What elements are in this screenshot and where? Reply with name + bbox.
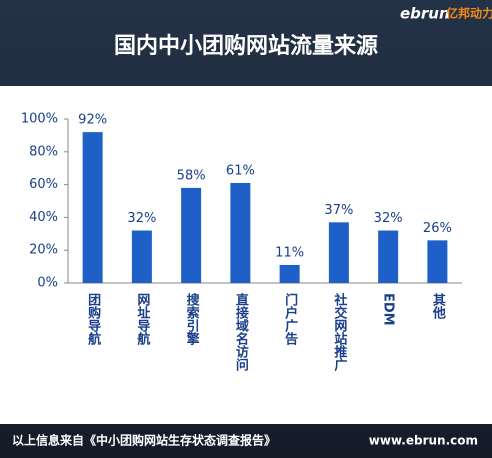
y-tick-label: 0%	[37, 276, 58, 291]
bar	[427, 240, 448, 283]
source-note: 以上信息来自《中小团购网站生存状态调查报告》	[12, 433, 276, 448]
logo-name: 亿邦动力	[446, 6, 492, 21]
x-tick-label: 其他	[430, 292, 447, 320]
data-label: 61%	[226, 163, 255, 178]
bar	[181, 187, 202, 283]
bar	[378, 230, 399, 283]
logo-brand: ebrun	[400, 5, 450, 23]
x-tick-label: 门户广告	[282, 292, 298, 346]
y-tick-label: 40%	[29, 210, 58, 225]
x-tick-label: 社交网站推广	[331, 292, 348, 372]
data-label: 26%	[423, 221, 452, 236]
bar	[82, 132, 103, 283]
x-tick-label: 搜索引擎	[184, 292, 200, 346]
bar	[328, 222, 349, 283]
x-tick-label: 团购导航	[85, 293, 101, 346]
plot: 0% 20% 40% 60% 80% 100% 92% 团购导航 32% 网址导航 58% 搜索引擎 6…	[21, 112, 462, 372]
y-tick-label: 80%	[29, 144, 58, 159]
data-label: 11%	[275, 245, 304, 260]
site-url: www.ebrun.com	[369, 434, 478, 448]
bar	[230, 182, 251, 283]
data-label: 92%	[78, 113, 107, 128]
data-label: 37%	[324, 203, 353, 218]
data-label: 32%	[374, 211, 403, 226]
x-tick-label: EDM	[381, 293, 396, 326]
data-label: 32%	[127, 211, 156, 226]
y-tick-label: 100%	[21, 112, 58, 127]
x-tick-label: 直接域名访问	[233, 292, 249, 372]
x-tick-label: 网址导航	[134, 293, 150, 346]
bar	[279, 264, 300, 283]
y-tick-label: 20%	[29, 243, 58, 258]
chart-title: 国内中小团购网站流量来源	[114, 33, 378, 59]
data-label: 58%	[177, 168, 206, 183]
y-tick-label: 60%	[29, 177, 58, 192]
bar	[131, 230, 152, 283]
